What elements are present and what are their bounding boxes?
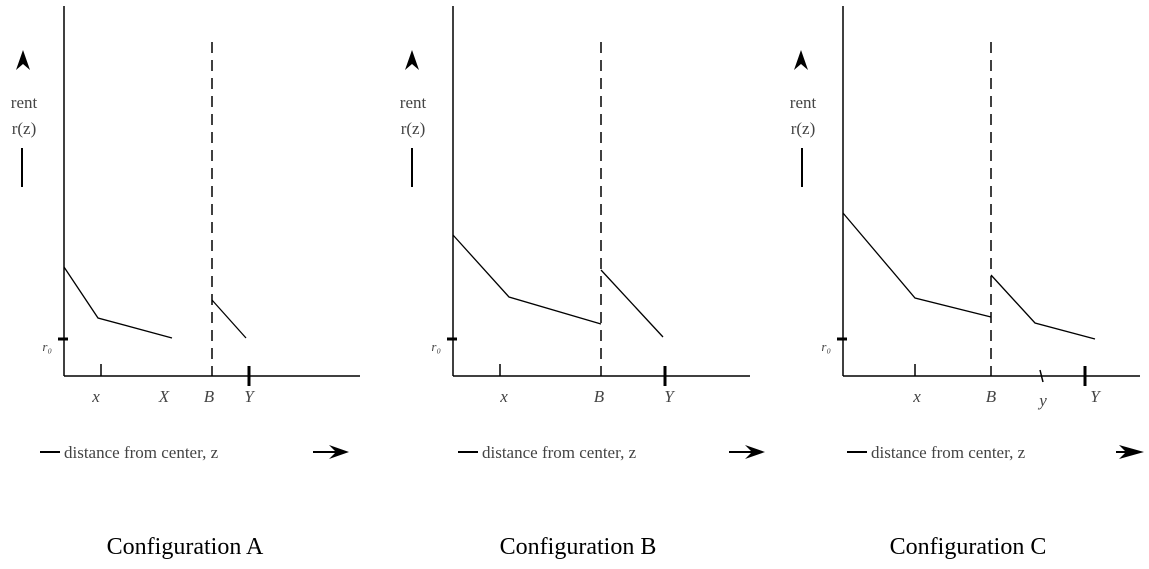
x-axis-label: distance from center, z [64, 443, 219, 462]
right-arrow-icon [1116, 445, 1144, 459]
y-axis-label-rent: rent [11, 93, 38, 112]
rent-curve-center [63, 266, 173, 339]
caption-configuration-b: Configuration B [500, 534, 657, 560]
rent-curve-subcenter [990, 274, 1096, 340]
r0-label: r₀ [431, 339, 441, 354]
rent-curve-center [842, 212, 992, 318]
up-arrow-icon [405, 50, 419, 70]
caption-configuration-a: Configuration A [107, 534, 264, 560]
panel-configuration-a: rent r(z) r₀ x X B Y distance from cente… [11, 6, 360, 560]
tick-label-X: X [158, 387, 170, 406]
y-axis-label-rz: r(z) [401, 119, 426, 138]
tick-label-Y: Y [244, 387, 255, 406]
x-axis-label: distance from center, z [871, 443, 1026, 462]
up-arrow-icon [794, 50, 808, 70]
rent-curve-center [452, 234, 602, 325]
x-axis-label: distance from center, z [482, 443, 637, 462]
rent-curve-subcenter [211, 299, 247, 339]
panel-configuration-b: rent r(z) r₀ x B Y distance from center,… [400, 6, 765, 560]
right-arrow-icon [729, 445, 765, 459]
tick-label-B: B [204, 387, 215, 406]
tick-label-B: B [986, 387, 997, 406]
r0-label: r₀ [42, 339, 52, 354]
up-arrow-icon [16, 50, 30, 70]
tick-label-x: x [499, 387, 508, 406]
rent-curve-subcenter [600, 269, 664, 338]
y-axis-label-rent: rent [790, 93, 817, 112]
caption-configuration-c: Configuration C [890, 534, 1047, 560]
tick-label-Y: Y [664, 387, 675, 406]
y-axis-label-rent: rent [400, 93, 427, 112]
tick-label-B: B [594, 387, 605, 406]
tick-label-x: x [912, 387, 921, 406]
tick-label-x: x [91, 387, 100, 406]
tick-label-y: y [1037, 391, 1047, 410]
tick-label-Y: Y [1090, 387, 1101, 406]
y-axis-label-rz: r(z) [791, 119, 816, 138]
r0-label: r₀ [821, 339, 831, 354]
y-axis-label-rz: r(z) [12, 119, 37, 138]
tick-y [1039, 369, 1044, 383]
panel-configuration-c: rent r(z) r₀ x B y Y distance from cente… [790, 6, 1144, 560]
right-arrow-icon [313, 445, 349, 459]
